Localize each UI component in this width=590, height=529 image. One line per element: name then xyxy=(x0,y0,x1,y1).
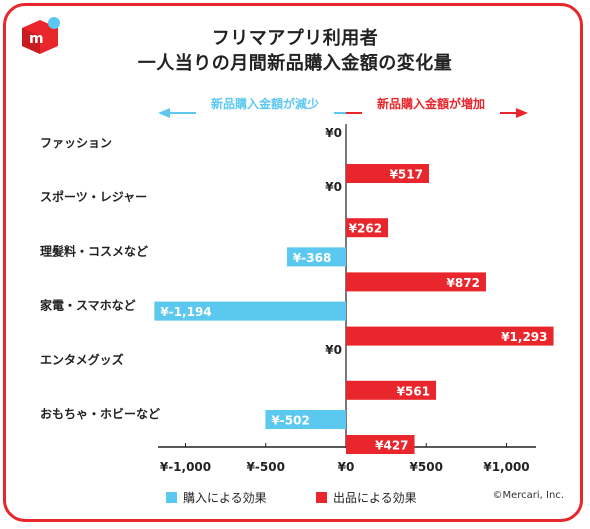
x-tick-label: ¥1,000 xyxy=(483,460,529,474)
x-tick-label: ¥500 xyxy=(410,460,443,474)
x-tick-label: ¥0 xyxy=(338,460,355,474)
chart-title-line2: 一人当りの月間新品購入金額の変化量 xyxy=(137,53,453,74)
chart-title-line1: フリマアプリ利用者 xyxy=(211,28,379,49)
bar-value-label-listing: ¥517 xyxy=(390,168,423,182)
direction-label-decrease: 新品購入金額が減少 xyxy=(211,96,319,111)
category-label: 家電・スマホなど xyxy=(40,298,136,313)
category-label: ファッション xyxy=(40,136,112,150)
bar-listing xyxy=(346,164,429,183)
bar-value-label-purchase: ¥0 xyxy=(325,126,342,140)
x-tick-label: ¥-1,000 xyxy=(160,460,211,474)
bar-value-label-purchase: ¥-368 xyxy=(293,251,331,265)
x-tick-label: ¥-500 xyxy=(247,460,285,474)
bar-value-label-listing: ¥262 xyxy=(349,222,382,236)
direction-label-increase: 新品購入金額が増加 xyxy=(377,96,485,111)
bar-purchase xyxy=(286,247,346,267)
bar-listing xyxy=(346,218,389,238)
bar-value-label-purchase: ¥0 xyxy=(325,180,342,194)
bar-listing xyxy=(346,272,486,292)
legend-swatch-purchase xyxy=(166,492,177,503)
bar-value-label-listing: ¥1,293 xyxy=(501,330,547,344)
legend-label-listing: 出品による効果 xyxy=(333,491,417,505)
svg-text:m: m xyxy=(29,31,44,47)
legend-item-listing: 出品による効果 xyxy=(316,489,417,506)
category-label: スポーツ・レジャー xyxy=(40,189,147,204)
bar-value-label-listing: ¥872 xyxy=(447,276,480,290)
legend-swatch-listing xyxy=(316,492,327,503)
bar-value-label-listing: ¥427 xyxy=(375,439,408,453)
increase-label-bg xyxy=(362,101,500,123)
bar-listing xyxy=(346,435,415,454)
bar-purchase xyxy=(154,301,346,321)
bar-value-label-listing: ¥561 xyxy=(397,384,430,398)
category-label: 理髪料・コスメなど xyxy=(40,243,148,258)
arrow-increase-head xyxy=(516,108,528,118)
bar-value-label-purchase: ¥0 xyxy=(325,343,342,357)
legend-item-purchase: 購入による効果 xyxy=(166,489,267,506)
bar-purchase xyxy=(265,410,346,429)
card-frame xyxy=(3,3,583,522)
legend-label-purchase: 購入による効果 xyxy=(183,491,267,505)
category-label: エンタメグッズ xyxy=(40,352,124,367)
bar-value-label-purchase: ¥-1,194 xyxy=(160,305,211,319)
decrease-label-bg xyxy=(196,101,334,123)
bar-value-label-purchase: ¥-502 xyxy=(271,414,309,428)
bar-listing xyxy=(346,326,554,346)
mercari-box-icon: m xyxy=(22,17,60,54)
bar-listing xyxy=(346,380,437,400)
category-label: おもちゃ・ホビーなど xyxy=(40,406,160,421)
arrow-decrease-head xyxy=(158,108,170,118)
copyright-credit: ©Mercari, Inc. xyxy=(492,490,564,501)
